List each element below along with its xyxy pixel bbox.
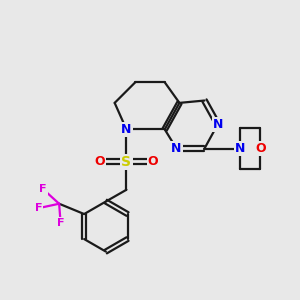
Text: N: N: [171, 142, 182, 155]
Text: F: F: [35, 203, 42, 213]
Text: F: F: [57, 218, 64, 228]
Text: O: O: [148, 155, 158, 168]
Text: S: S: [122, 155, 131, 169]
Text: N: N: [235, 142, 245, 155]
Text: N: N: [121, 123, 132, 136]
Text: F: F: [39, 184, 47, 194]
Text: O: O: [94, 155, 105, 168]
Text: O: O: [255, 142, 266, 155]
Text: N: N: [212, 118, 223, 131]
